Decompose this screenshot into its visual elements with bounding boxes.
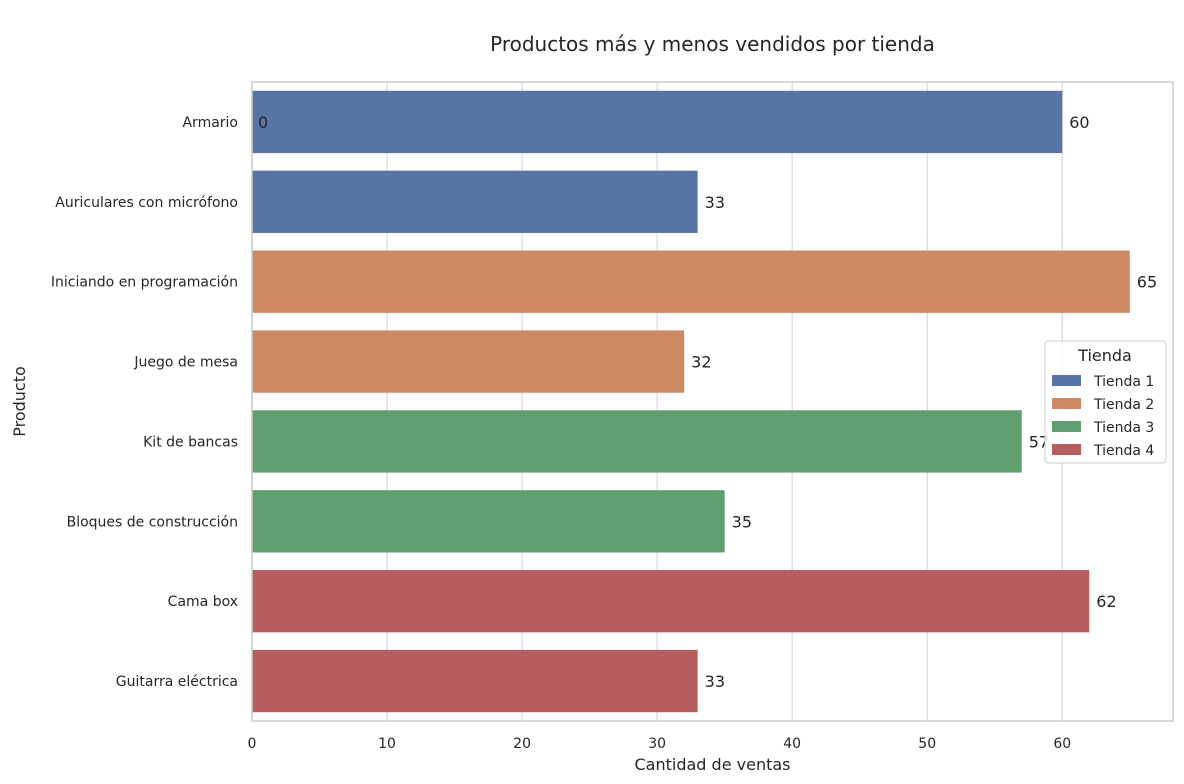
bar xyxy=(252,330,685,393)
y-tick-label: Kit de bancas xyxy=(143,434,238,450)
bar xyxy=(252,170,698,233)
legend-label: Tienda 4 xyxy=(1093,443,1154,459)
y-axis-label: Producto xyxy=(10,366,29,437)
legend-swatch xyxy=(1052,421,1081,432)
y-tick-label: Juego de mesa xyxy=(133,355,238,371)
x-tick-label: 10 xyxy=(378,736,396,752)
data-label: 32 xyxy=(691,353,711,372)
legend-swatch xyxy=(1052,375,1081,386)
data-label-extra: 0 xyxy=(258,113,268,132)
legend-entries: Tienda 1 Tienda 2 Tienda 3 Tienda 4 xyxy=(1052,374,1154,459)
bar xyxy=(252,250,1130,313)
y-tick-label: Iniciando en programación xyxy=(51,275,238,291)
data-label: 62 xyxy=(1096,592,1116,611)
bars xyxy=(252,90,1130,713)
x-tick-label: 60 xyxy=(1053,736,1071,752)
data-label: 60 xyxy=(1069,113,1089,132)
data-label: 57 xyxy=(1029,432,1049,451)
legend-swatch xyxy=(1052,398,1081,409)
data-label: 33 xyxy=(705,193,725,212)
plot-frame xyxy=(251,81,1174,722)
bar xyxy=(252,490,725,553)
data-label: 35 xyxy=(732,512,752,531)
y-tick-labels: Armario Auriculares con micrófono Iniciand… xyxy=(51,115,238,690)
y-tick-label: Guitarra eléctrica xyxy=(116,674,238,690)
y-tick-label: Cama box xyxy=(168,594,238,610)
x-tick-labels: 0 10 20 30 40 50 60 xyxy=(248,736,1072,752)
x-tick-label: 0 xyxy=(248,736,257,752)
data-label: 65 xyxy=(1137,273,1157,292)
bar xyxy=(252,570,1090,633)
x-tick-label: 30 xyxy=(648,736,666,752)
chart-title: Productos más y menos vendidos por tiend… xyxy=(490,32,935,56)
x-tick-label: 50 xyxy=(918,736,936,752)
x-tick-label: 20 xyxy=(513,736,531,752)
bar xyxy=(252,90,1063,154)
y-tick-label: Bloques de construcción xyxy=(67,514,238,530)
data-label: 33 xyxy=(705,672,725,691)
legend-swatch xyxy=(1052,444,1081,455)
bar xyxy=(252,649,698,713)
bar xyxy=(252,410,1022,473)
y-tick-label: Auriculares con micrófono xyxy=(55,195,238,211)
x-axis-label: Cantidad de ventas xyxy=(635,755,791,774)
legend-label: Tienda 1 xyxy=(1093,374,1154,390)
y-tick-label: Armario xyxy=(182,115,238,131)
legend-box xyxy=(1044,340,1167,464)
legend: Tienda Tienda 1 Tienda 2 Tienda 3 Tienda 4 xyxy=(1044,340,1167,464)
legend-label: Tienda 2 xyxy=(1093,397,1154,413)
data-labels: 60 33 65 32 57 35 62 33 0 xyxy=(258,113,1157,691)
x-tick-label: 40 xyxy=(783,736,801,752)
legend-title: Tienda xyxy=(1077,346,1132,365)
legend-label: Tienda 3 xyxy=(1093,420,1154,436)
